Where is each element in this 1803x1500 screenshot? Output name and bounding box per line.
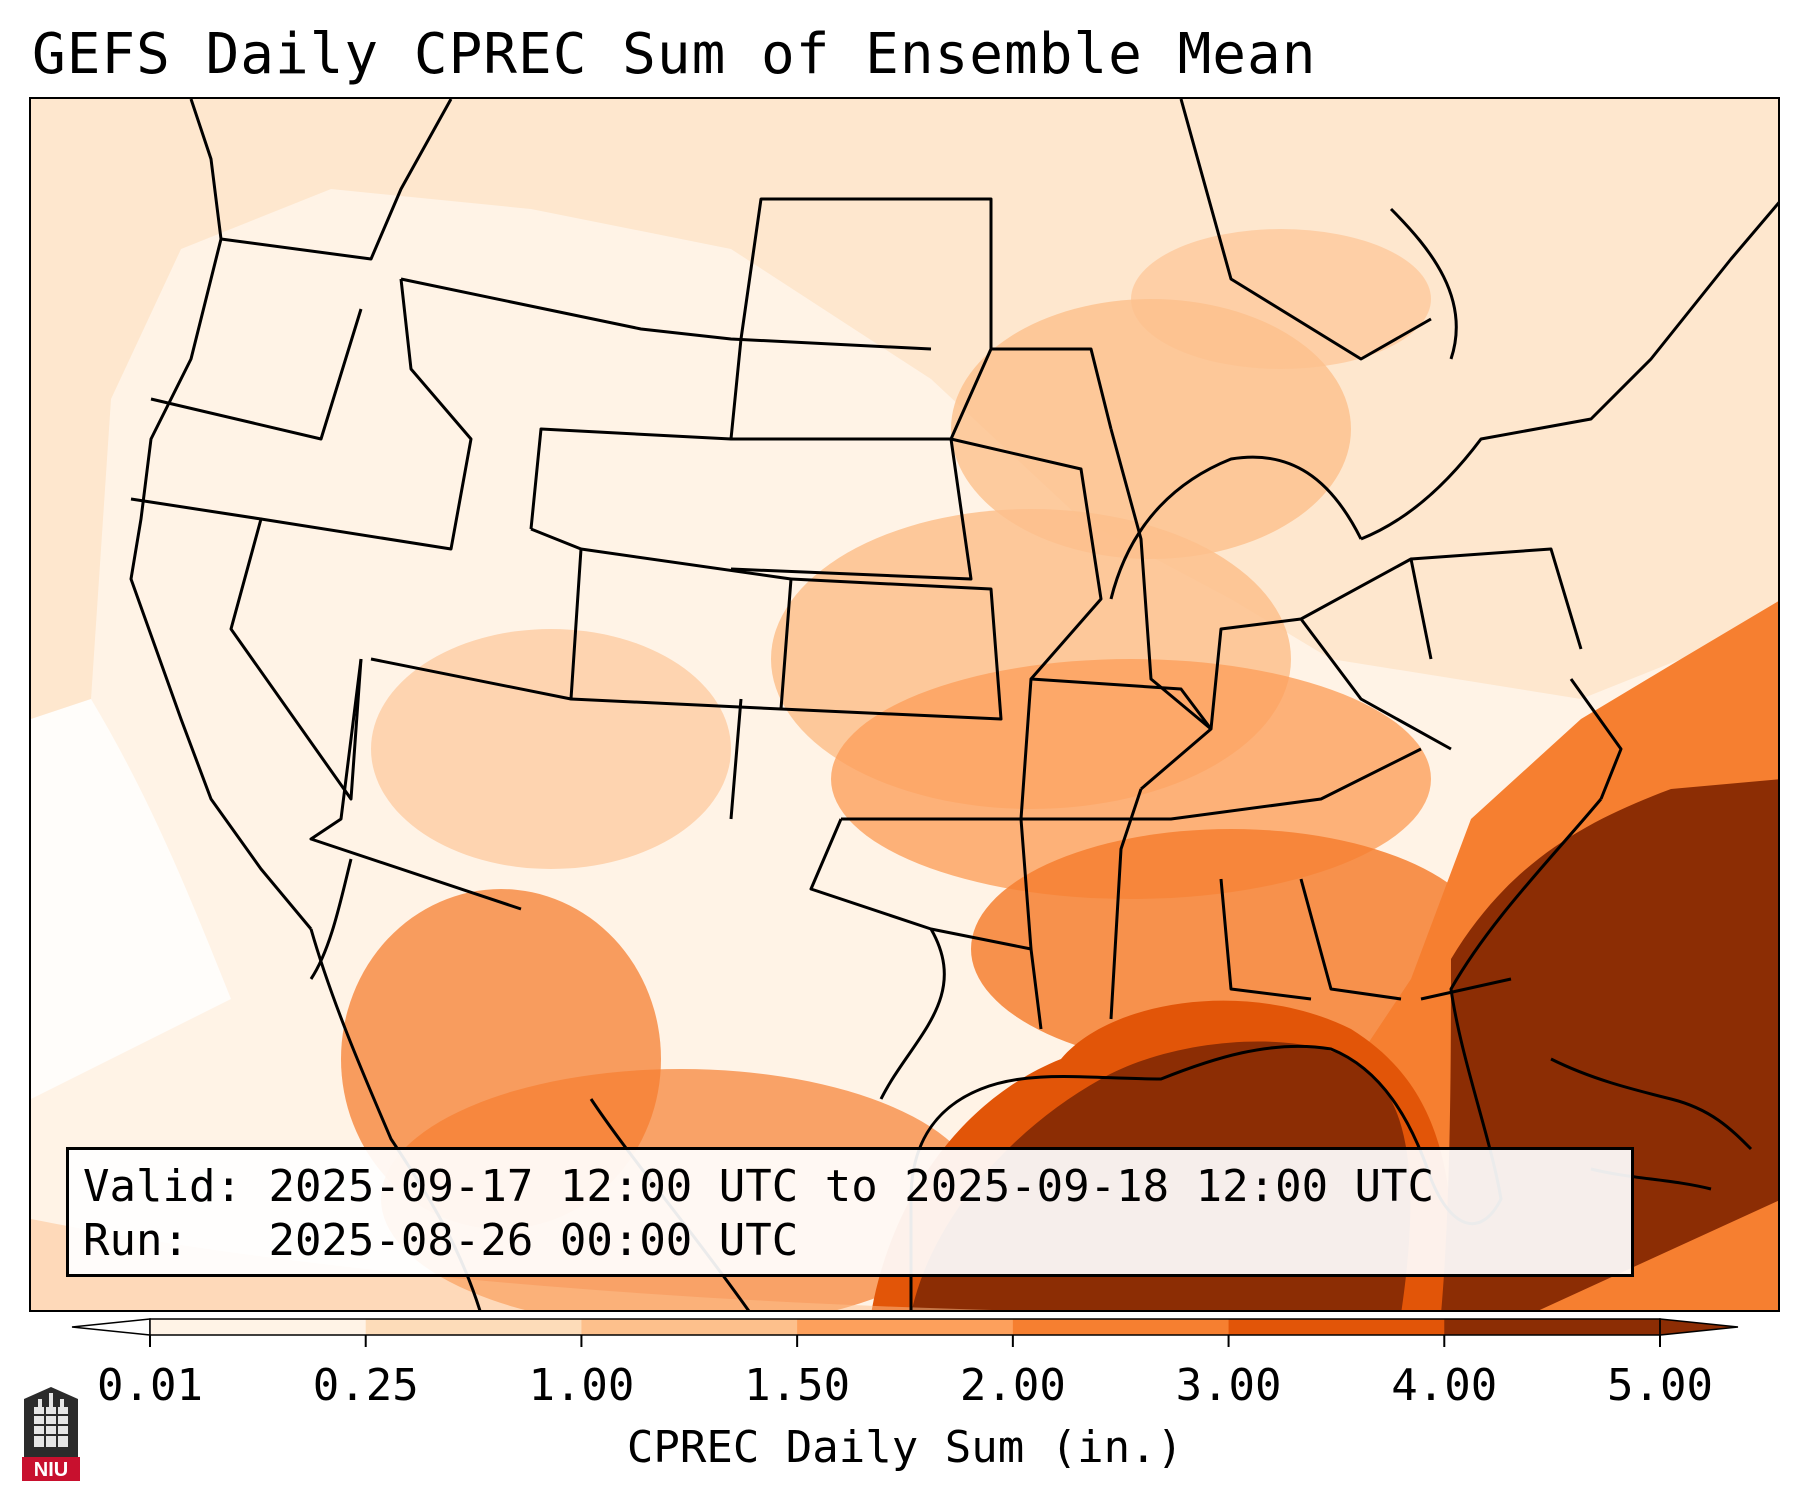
colorbar-tick-label: 4.00 [1391,1360,1498,1411]
precip-shading [31,99,1778,1310]
niu-logo-text: NIU [34,1459,68,1481]
run-value: 2025-08-26 00:00 UTC [268,1215,799,1266]
valid-value: 2025-09-17 12:00 UTC to 2025-09-18 12:00… [268,1161,1435,1212]
run-label: Run: [83,1215,189,1266]
map-borders [129,99,1778,1310]
map-title: GEFS Daily CPREC Sum of Ensemble Mean [32,22,1317,87]
run-line: Run: 2025-08-26 00:00 UTC [83,1214,1631,1268]
colorbar-extend-low [71,1318,151,1336]
colorbar-swatch [1444,1319,1661,1335]
colorbar-ticks [149,1335,1661,1347]
colorbar-swatch [150,1319,367,1335]
colorbar-extend-high [1659,1318,1739,1336]
colorbar-tick-label: 3.00 [1175,1360,1282,1411]
colorbar-tick-label: 0.25 [312,1360,419,1411]
colorbar-tick-label: 1.00 [528,1360,635,1411]
colorbar-tick-label: 1.50 [744,1360,851,1411]
colorbar-swatches [71,1318,1739,1336]
colorbar-swatch [797,1319,1014,1335]
colorbar-label: CPREC Daily Sum (in.) [626,1422,1184,1473]
colorbar-swatch [1012,1319,1230,1335]
colorbar [71,1318,1739,1347]
map-canvas [31,99,1778,1310]
colorbar-outline [149,1318,1661,1336]
colorbar-swatch [1228,1319,1445,1335]
colorbar-tick-label: 0.01 [97,1360,203,1411]
valid-line: Valid: 2025-09-17 12:00 UTC to 2025-09-1… [83,1160,1631,1214]
colorbar-swatch [581,1319,798,1335]
colorbar-tick-label: 5.00 [1607,1360,1713,1411]
precipitation-map [29,97,1780,1312]
colorbar-swatch [365,1319,582,1335]
niu-logo: NIU [22,1387,80,1481]
validity-info-box: Valid: 2025-09-17 12:00 UTC to 2025-09-1… [66,1147,1634,1277]
valid-label: Valid: [83,1161,242,1212]
colorbar-tick-label: 2.00 [959,1360,1066,1411]
